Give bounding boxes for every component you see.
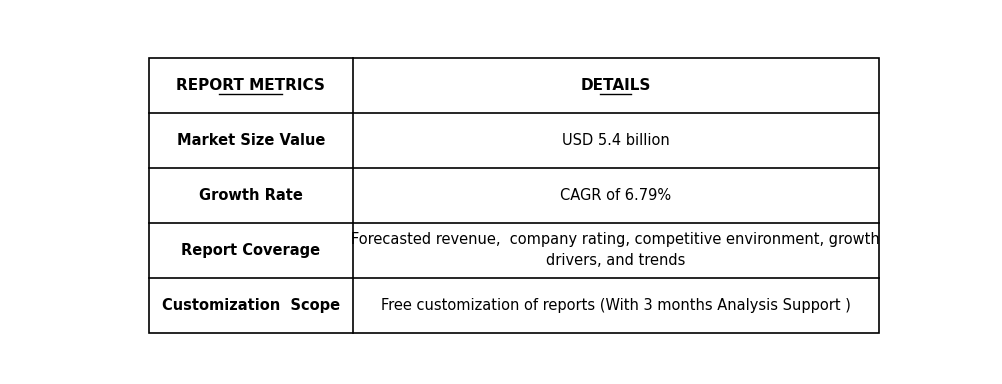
- Text: REPORT METRICS: REPORT METRICS: [176, 78, 326, 93]
- Text: USD 5.4 billion: USD 5.4 billion: [562, 133, 669, 148]
- Text: DETAILS: DETAILS: [580, 78, 651, 93]
- Text: Customization  Scope: Customization Scope: [161, 298, 340, 313]
- Text: Forecasted revenue,  company rating, competitive environment, growth
drivers, an: Forecasted revenue, company rating, comp…: [352, 232, 880, 268]
- Text: Report Coverage: Report Coverage: [181, 243, 321, 258]
- Text: Market Size Value: Market Size Value: [176, 133, 325, 148]
- Text: Growth Rate: Growth Rate: [198, 188, 303, 203]
- Text: CAGR of 6.79%: CAGR of 6.79%: [560, 188, 671, 203]
- Text: Free customization of reports (With 3 months Analysis Support ): Free customization of reports (With 3 mo…: [381, 298, 851, 313]
